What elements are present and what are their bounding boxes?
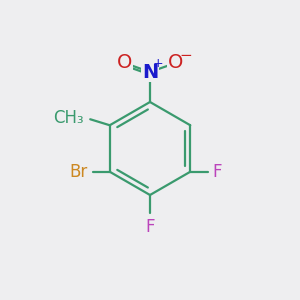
Text: O: O xyxy=(117,53,132,73)
Text: +: + xyxy=(152,57,163,70)
Text: CH₃: CH₃ xyxy=(54,109,84,127)
Text: F: F xyxy=(145,218,155,236)
Text: Br: Br xyxy=(69,163,87,181)
Text: F: F xyxy=(213,163,222,181)
Text: −: − xyxy=(180,48,192,63)
Text: O: O xyxy=(168,53,183,73)
Text: N: N xyxy=(142,62,158,82)
